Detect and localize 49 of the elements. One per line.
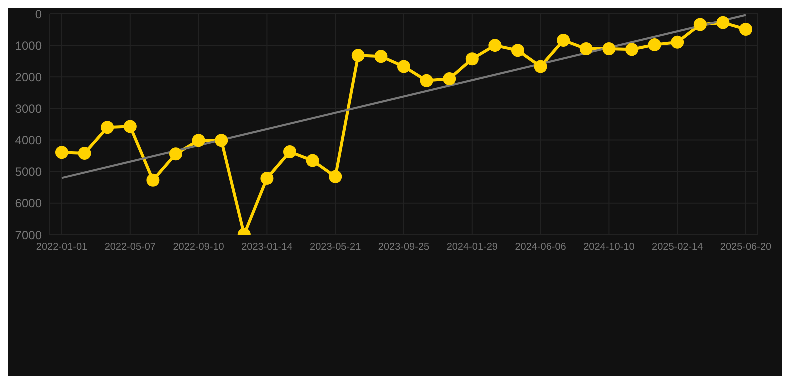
point — [260, 172, 274, 185]
y-tick-label: 1000 — [15, 38, 42, 53]
point — [740, 22, 752, 36]
point — [420, 74, 434, 88]
point — [170, 148, 182, 161]
point — [124, 120, 137, 134]
point — [101, 121, 114, 134]
point — [626, 43, 638, 56]
point — [694, 18, 707, 32]
point — [648, 38, 662, 52]
x-tick-label: 2022-01-01 — [36, 242, 88, 254]
x-tick-label: 2023-01-14 — [242, 242, 294, 254]
y-tick-label: 5000 — [15, 165, 42, 180]
x-tick-label: 2025-02-14 — [652, 242, 704, 254]
x-tick-label: 2023-09-25 — [378, 242, 430, 254]
point — [557, 34, 570, 48]
point — [284, 145, 296, 158]
x-tick-label: 2024-01-29 — [446, 242, 498, 254]
point — [466, 52, 479, 66]
x-tick-label: 2022-05-07 — [104, 242, 156, 254]
x-tick-label: 2024-10-10 — [584, 242, 636, 254]
point — [146, 174, 160, 187]
point — [78, 147, 92, 160]
point — [398, 60, 410, 74]
y-tick-label: 3000 — [15, 102, 42, 116]
point — [374, 50, 388, 64]
point — [56, 146, 68, 160]
point — [716, 16, 730, 30]
point — [215, 134, 228, 148]
point — [192, 134, 206, 148]
point — [443, 72, 456, 86]
x-tick-label: 2025-06-20 — [720, 242, 772, 254]
y-tick-label: 0 — [35, 7, 42, 22]
point — [329, 170, 342, 184]
point — [602, 42, 616, 56]
y-tick-label: 7000 — [15, 228, 42, 242]
point — [352, 49, 365, 62]
point — [671, 36, 684, 49]
point — [512, 44, 524, 58]
y-tick-label: 4000 — [15, 134, 42, 148]
x-tick-label: 2024-06-06 — [515, 242, 567, 254]
y-tick-label: 2000 — [15, 70, 42, 84]
point — [534, 60, 548, 74]
x-tick-label: 2023-05-21 — [310, 242, 362, 254]
x-tick-label: 2022-09-10 — [173, 242, 225, 254]
y-tick-label: 6000 — [15, 196, 42, 211]
point — [488, 39, 502, 52]
point — [580, 42, 593, 56]
point — [306, 154, 320, 168]
